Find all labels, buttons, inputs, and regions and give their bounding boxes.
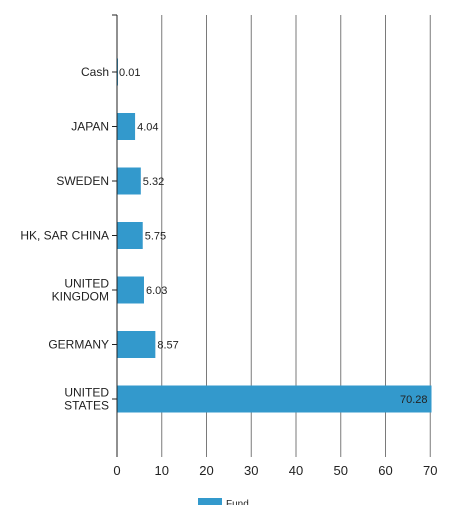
- bar-germany: [117, 331, 156, 358]
- x-tick-label: 60: [378, 463, 392, 478]
- category-label: GERMANY: [48, 338, 109, 352]
- category-label: HK, SAR CHINA: [20, 229, 109, 243]
- legend-label: Fund: [226, 499, 249, 505]
- data-label: 0.01: [119, 67, 140, 79]
- labels: 0 10 20 30 40 50 60 70 Cash 0.01 JAPAN 4.04 SWEDEN 5.…: [20, 65, 437, 478]
- data-label: 5.32: [143, 176, 164, 188]
- axes: [112, 14, 118, 457]
- data-label: 6.03: [146, 285, 167, 297]
- x-tick-label: 30: [244, 463, 258, 478]
- data-label: 4.04: [137, 122, 158, 134]
- bar-united-kingdom: [117, 276, 144, 304]
- category-label: JAPAN: [71, 120, 109, 134]
- x-tick-label: 20: [199, 463, 213, 478]
- bar-sweden: [117, 167, 141, 195]
- x-tick-label: 10: [155, 463, 169, 478]
- x-tick-label: 40: [289, 463, 303, 478]
- x-tick-label: 0: [113, 463, 120, 478]
- x-tick-label: 50: [334, 463, 348, 478]
- x-tick-label: 70: [423, 463, 437, 478]
- data-label: 5.75: [145, 231, 166, 243]
- bars: [117, 58, 432, 413]
- category-label: Cash: [81, 65, 109, 79]
- category-label: UNITED KINGDOM: [52, 277, 110, 304]
- legend: Fund: [198, 498, 249, 510]
- category-label: SWEDEN: [56, 174, 109, 188]
- grid-lines: [161, 15, 431, 457]
- bar-united-states: [117, 385, 432, 413]
- bar-hk-sar-china: [117, 222, 143, 249]
- data-label: 70.28: [400, 394, 428, 406]
- legend-swatch: [198, 498, 222, 508]
- category-label: UNITED STATES: [64, 386, 109, 413]
- bar-japan: [117, 113, 136, 140]
- data-label: 8.57: [157, 340, 178, 352]
